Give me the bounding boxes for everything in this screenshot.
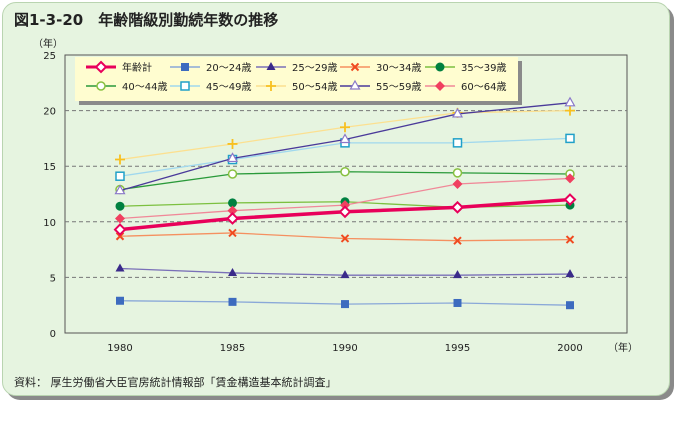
data-point <box>563 193 577 206</box>
y-tick-label: 0 <box>50 329 56 340</box>
legend-marker <box>96 81 106 91</box>
data-point <box>338 205 352 219</box>
data-point <box>452 168 463 178</box>
legend-label: 20～24歳 <box>206 62 251 74</box>
legend-label: 50～54歳 <box>292 81 337 93</box>
data-point <box>228 267 237 276</box>
legend-label: 35～39歳 <box>461 62 506 74</box>
data-point <box>115 201 125 211</box>
data-point <box>116 296 124 305</box>
data-point <box>115 171 125 181</box>
data-point <box>226 212 239 225</box>
data-point <box>340 200 350 211</box>
data-point <box>453 298 462 307</box>
y-tick-label: 20 <box>43 107 56 118</box>
x-tick-label: 1990 <box>332 343 357 354</box>
data-point <box>115 154 125 165</box>
data-point <box>451 200 464 214</box>
data-point <box>340 122 350 133</box>
legend-label: 40～44歳 <box>122 81 167 93</box>
legend-label: 30～34歳 <box>376 62 421 74</box>
data-point <box>115 232 125 241</box>
y-tick-label: 5 <box>50 273 56 284</box>
data-point <box>227 205 238 216</box>
data-point <box>114 184 126 195</box>
data-point <box>565 235 575 244</box>
data-point <box>564 96 576 107</box>
data-point <box>452 178 463 189</box>
data-point <box>228 297 237 306</box>
y-tick-label: 15 <box>43 162 56 173</box>
data-point <box>566 301 574 310</box>
legend-marker <box>266 81 276 91</box>
data-point <box>340 234 350 243</box>
legend-marker <box>349 79 361 90</box>
data-point <box>565 105 575 116</box>
x-tick-label: 1995 <box>445 343 470 354</box>
source-note: 資料： 厚生労働省大臣官房統計情報部「賃金構造基本統計調査」 <box>14 376 337 389</box>
data-point <box>340 167 350 177</box>
legend-marker <box>435 62 445 72</box>
data-point <box>227 169 238 179</box>
data-point <box>339 133 351 144</box>
x-axis-unit: （年） <box>608 341 638 354</box>
legend-marker <box>94 60 108 74</box>
x-tick-label: 1985 <box>220 343 245 354</box>
data-point <box>565 173 575 184</box>
data-point <box>227 138 238 149</box>
x-tick-label: 2000 <box>557 343 582 354</box>
legend-marker <box>435 81 445 91</box>
legend-label: 55～59歳 <box>376 81 421 93</box>
y-tick-label: 10 <box>43 218 56 229</box>
data-point <box>452 138 463 148</box>
data-point <box>115 263 125 272</box>
legend-marker <box>266 62 276 70</box>
chart-title: 図1-3-20 年齢階級別勤続年数の推移 <box>14 11 279 29</box>
y-axis-unit: （年） <box>33 37 63 50</box>
legend-label: 25～29歳 <box>292 62 337 74</box>
data-point <box>113 223 127 236</box>
data-point <box>341 300 349 309</box>
x-tick-label: 1980 <box>107 343 132 354</box>
data-point <box>115 213 125 224</box>
legend-marker <box>180 81 190 91</box>
data-point <box>453 270 462 279</box>
data-point <box>226 152 239 163</box>
data-point <box>340 270 350 279</box>
legend <box>75 57 518 101</box>
data-point <box>228 198 237 208</box>
legend-label: 年齢計 <box>122 61 152 74</box>
data-point <box>565 133 575 144</box>
legend-marker <box>181 63 189 71</box>
y-tick-label: 25 <box>43 51 56 62</box>
plot-frame <box>64 54 628 334</box>
data-point <box>451 107 464 118</box>
data-point <box>453 236 462 245</box>
legend-marker <box>350 62 360 72</box>
legend-label: 45～49歳 <box>206 81 251 93</box>
data-point <box>228 228 237 238</box>
data-point <box>565 269 575 278</box>
legend-label: 60～64歳 <box>461 81 506 93</box>
